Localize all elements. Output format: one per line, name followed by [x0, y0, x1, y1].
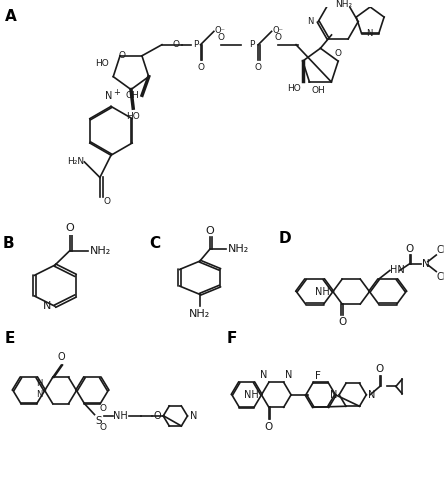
Text: N: N — [330, 390, 337, 400]
Text: O: O — [338, 317, 346, 327]
Text: NH: NH — [315, 286, 329, 296]
Text: OH: OH — [312, 86, 325, 96]
Text: O: O — [206, 226, 214, 236]
Text: O: O — [197, 64, 204, 72]
Text: O: O — [255, 64, 262, 72]
Text: P: P — [250, 40, 255, 49]
Text: O: O — [119, 52, 126, 60]
Text: O: O — [173, 40, 180, 49]
Text: A: A — [4, 8, 16, 24]
Text: N: N — [366, 29, 373, 38]
Text: CH₃: CH₃ — [437, 244, 444, 254]
Text: O: O — [153, 411, 161, 421]
Text: O⁻: O⁻ — [215, 26, 226, 35]
Text: O: O — [58, 352, 65, 362]
Text: O: O — [99, 423, 107, 432]
Text: H₂N: H₂N — [67, 158, 84, 166]
Text: O: O — [65, 224, 74, 234]
Text: N: N — [260, 370, 268, 380]
Text: F: F — [314, 371, 321, 381]
Text: C: C — [149, 236, 160, 251]
Text: O: O — [335, 48, 342, 58]
Text: O: O — [376, 364, 384, 374]
Text: N: N — [105, 91, 112, 101]
Text: N: N — [285, 370, 292, 380]
Text: HO: HO — [95, 59, 109, 68]
Text: +: + — [113, 88, 120, 96]
Text: NH₂: NH₂ — [335, 0, 352, 9]
Text: O: O — [99, 404, 107, 413]
Text: N: N — [43, 301, 51, 311]
Text: NH: NH — [244, 390, 259, 400]
Text: N: N — [422, 259, 430, 269]
Text: N: N — [367, 0, 373, 2]
Text: O: O — [265, 422, 273, 432]
Text: HO: HO — [127, 112, 140, 120]
Text: HN: HN — [390, 266, 405, 276]
Text: NH: NH — [113, 411, 127, 421]
Text: N: N — [307, 17, 314, 26]
Text: F: F — [226, 331, 237, 346]
Text: N: N — [368, 390, 376, 400]
Text: N: N — [190, 411, 197, 421]
Text: O: O — [217, 34, 224, 42]
Text: P: P — [193, 40, 198, 49]
Text: HO: HO — [287, 84, 301, 93]
Text: CH₃: CH₃ — [437, 272, 444, 282]
Text: O: O — [103, 198, 111, 206]
Text: S: S — [95, 416, 102, 426]
Text: B: B — [3, 236, 15, 251]
Text: D: D — [279, 231, 291, 246]
Text: NH₂: NH₂ — [90, 246, 111, 256]
Text: E: E — [4, 331, 15, 346]
Text: NH₂: NH₂ — [189, 308, 210, 318]
Text: H
N: H N — [36, 380, 43, 399]
Text: OH: OH — [125, 91, 139, 100]
Text: O: O — [275, 34, 282, 42]
Text: NH₂: NH₂ — [228, 244, 250, 254]
Text: O⁻: O⁻ — [273, 26, 283, 35]
Text: O: O — [405, 244, 414, 254]
